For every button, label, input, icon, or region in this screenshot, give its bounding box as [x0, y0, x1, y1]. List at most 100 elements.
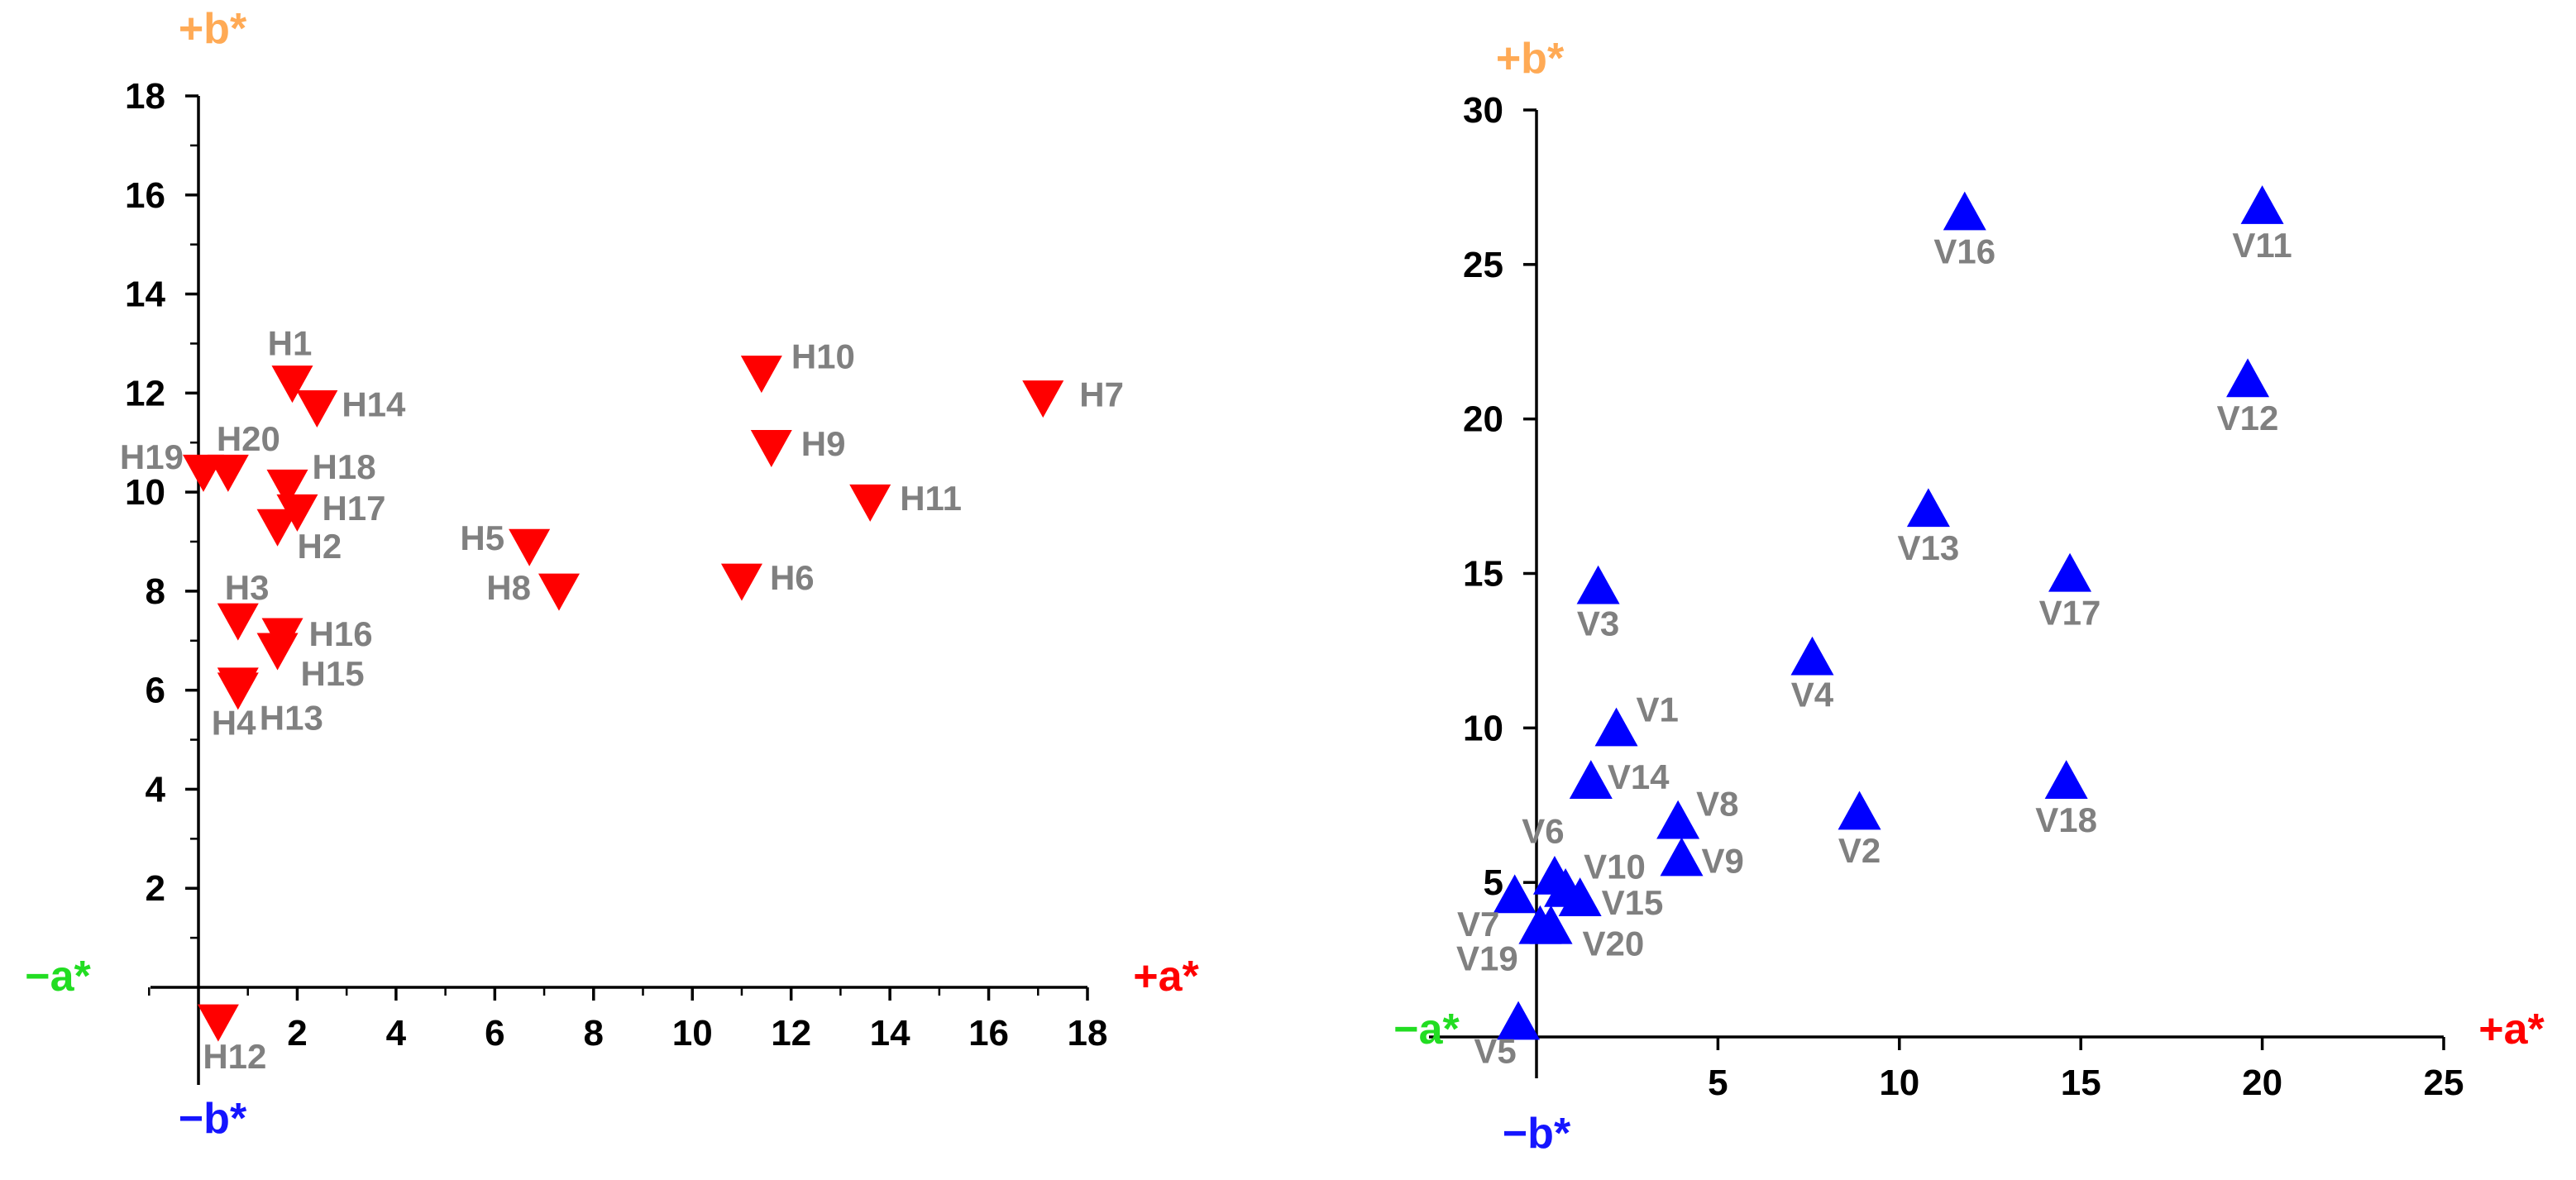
marker-h6 [720, 563, 762, 601]
y-tick-label: 25 [1463, 245, 1503, 285]
point-label-v8: V8 [1696, 784, 1738, 823]
marker-h20 [207, 454, 249, 492]
point-label-h14: H14 [342, 385, 406, 423]
point-label-v10: V10 [1584, 848, 1646, 886]
point-label-v3: V3 [1577, 604, 1619, 643]
positive-b-axis-label: +b* [1496, 35, 1565, 83]
y-tick-label: 10 [125, 472, 165, 513]
point-label-v2: V2 [1838, 831, 1881, 870]
marker-h16 [261, 618, 303, 656]
point-label-h13: H13 [260, 699, 323, 738]
marker-v8 [1656, 800, 1700, 839]
marker-v12 [2226, 358, 2270, 398]
marker-v4 [1790, 636, 1834, 676]
x-tick-label: 16 [968, 1013, 1009, 1053]
marker-v2 [1838, 791, 1881, 830]
marker-v9 [1660, 837, 1704, 877]
positive-a-axis-label: +a* [2478, 1006, 2545, 1053]
point-label-v6: V6 [1522, 812, 1564, 851]
marker-h11 [849, 484, 891, 522]
marker-v3 [1576, 565, 1620, 604]
point-label-h16: H16 [309, 614, 373, 653]
marker-h12 [197, 1004, 239, 1042]
marker-v1 [1594, 707, 1638, 747]
positive-b-axis-label: +b* [179, 5, 247, 53]
x-tick-label: 20 [2242, 1063, 2282, 1103]
y-tick-label: 15 [1463, 554, 1503, 595]
y-tick-label: 16 [125, 175, 165, 216]
marker-h2 [256, 509, 299, 547]
point-label-h8: H8 [486, 568, 531, 607]
point-label-v4: V4 [1791, 675, 1834, 714]
x-tick-label: 5 [1708, 1063, 1728, 1103]
point-label-v9: V9 [1702, 841, 1744, 880]
point-label-h18: H18 [313, 447, 376, 486]
point-label-v18: V18 [2035, 800, 2097, 839]
marker-v15 [1558, 877, 1602, 916]
point-label-v7: V7 [1457, 905, 1499, 944]
x-tick-label: 6 [485, 1013, 504, 1053]
marker-h1 [271, 365, 313, 404]
x-tick-label: 10 [672, 1013, 713, 1053]
negative-a-axis-label: −a* [1393, 1006, 1460, 1053]
point-label-v12: V12 [2217, 399, 2279, 437]
chart-value-scatter: 5 10 15 20 25 5 10 15 20 25 30 +a* −a* +b* −b* V1 V2 V3 V4… [1393, 35, 2545, 1158]
point-label-v19: V19 [1456, 939, 1518, 977]
y-tick-label: 6 [146, 671, 165, 711]
negative-a-axis-label: −a* [25, 953, 91, 1001]
marker-h10 [740, 356, 782, 394]
y-tick-label: 12 [125, 373, 165, 413]
y-tick-label: 2 [146, 868, 165, 909]
point-label-h6: H6 [770, 558, 815, 597]
x-tick-label: 8 [584, 1013, 604, 1053]
point-label-h5: H5 [460, 518, 504, 557]
y-tick-label: 20 [1463, 399, 1503, 440]
marker-v18 [2044, 760, 2088, 799]
marker-h8 [538, 573, 580, 611]
negative-b-axis-label: −b* [179, 1095, 247, 1143]
point-label-h20: H20 [217, 419, 280, 458]
chart-hue-scatter: 2 4 6 8 10 12 14 16 18 2 4 6 8 10 12 14 16 18 +a* −a* +b* −b*… [25, 5, 1199, 1143]
marker-h14 [296, 390, 338, 428]
point-label-v14: V14 [1608, 757, 1670, 796]
point-label-v20: V20 [1583, 924, 1645, 963]
marker-h7 [1022, 380, 1064, 418]
y-tick-label: 18 [125, 76, 165, 117]
point-label-h7: H7 [1079, 375, 1124, 413]
y-tick-label: 14 [125, 275, 165, 315]
marker-h13 [217, 667, 259, 705]
marker-v17 [2048, 552, 2092, 592]
point-label-v13: V13 [1898, 528, 1960, 567]
y-tick-label: 5 [1484, 862, 1503, 903]
marker-v7 [1493, 874, 1537, 914]
x-tick-label: 25 [2424, 1063, 2464, 1103]
y-tick-label: 4 [146, 769, 166, 810]
point-label-h19: H19 [120, 437, 184, 476]
point-label-h1: H1 [268, 323, 313, 362]
marker-v14 [1569, 760, 1613, 799]
marker-v16 [1943, 191, 1986, 231]
point-label-v1: V1 [1637, 690, 1679, 729]
point-label-v17: V17 [2039, 594, 2101, 633]
point-label-h3: H3 [225, 568, 270, 607]
marker-v11 [2240, 185, 2284, 224]
point-label-h10: H10 [791, 337, 855, 375]
marker-h5 [509, 528, 551, 566]
x-tick-label: 15 [2061, 1063, 2101, 1103]
point-label-h2: H2 [298, 527, 342, 566]
point-label-v16: V16 [1933, 232, 1995, 270]
x-tick-label: 18 [1068, 1013, 1108, 1053]
positive-a-axis-label: +a* [1133, 953, 1199, 1001]
point-label-v5: V5 [1474, 1031, 1516, 1070]
point-label-v11: V11 [2232, 226, 2292, 265]
y-tick-label: 8 [146, 571, 165, 612]
marker-h3 [217, 603, 259, 641]
point-label-v15: V15 [1602, 883, 1664, 922]
x-tick-label: 2 [287, 1013, 307, 1053]
y-tick-label: 30 [1463, 90, 1503, 131]
marker-v13 [1906, 488, 1950, 528]
y-tick-label: 10 [1463, 708, 1503, 748]
point-label-h9: H9 [801, 424, 846, 463]
marker-v20 [1529, 905, 1573, 944]
